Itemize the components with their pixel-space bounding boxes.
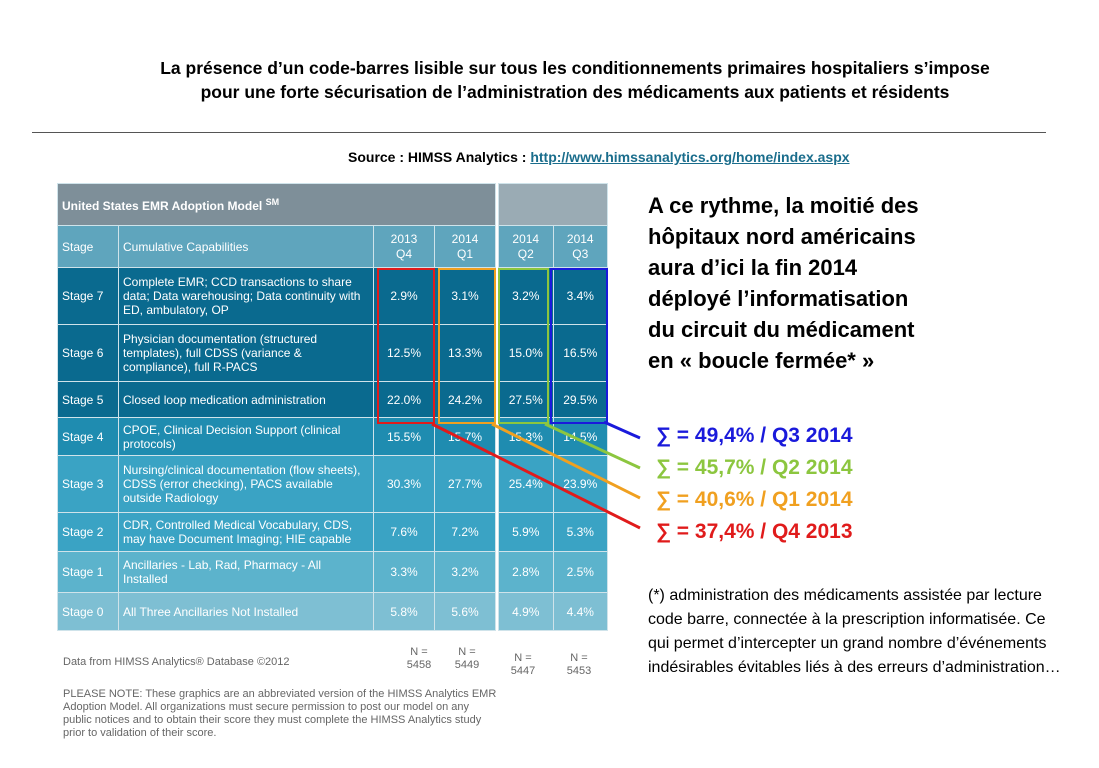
title-line-2: pour une forte sécurisation de l’adminis… [200,82,950,102]
value-q2-2014: 27.5% [498,381,554,418]
value-q4-2013: 2.9% [373,267,435,325]
headline-line: hôpitaux nord américains [648,224,916,249]
extension-title-row [498,183,608,226]
table-row: 3.2% 3.4% [498,267,608,325]
value-q3-2014: 29.5% [552,381,608,418]
table-row: Stage 4 CPOE, Clinical Decision Support (… [57,417,496,456]
value-q2-2014: 15.0% [498,324,554,382]
extension-header-row: 2014 Q2 2014 Q3 [498,225,608,268]
table-row: 2.8% 2.5% [498,551,608,593]
value-q3-2014: 2.5% [552,551,608,593]
connector-q4 [431,422,641,530]
highlight-box-q2-2014 [498,268,549,424]
table-row: 25.4% 23.9% [498,455,608,513]
title-line-1: La présence d’un code-barres lisible sur… [160,58,990,78]
stage-cell: Stage 0 [57,592,119,631]
value-q3-2014: 5.3% [552,512,608,552]
table-row: Stage 1 Ancillaries - Lab, Rad, Pharmacy … [57,551,496,593]
value-q2-2014: 3.2% [498,267,554,325]
stage-cell: Stage 1 [57,551,119,593]
source-link[interactable]: http://www.himssanalytics.org/home/index… [530,149,850,165]
source-line: Source : HIMSS Analytics : http://www.hi… [348,149,850,165]
value-q1-2014: 3.2% [434,551,496,593]
col-q3-2014-header: 2014 Q3 [552,225,608,268]
connector-q3 [603,420,641,440]
highlight-box-q4-2013 [377,268,435,424]
value-q2-2014: 4.9% [498,592,554,631]
sum-q3-2014: ∑ = 49,4% / Q3 2014 [656,424,853,447]
n-q2-2014: N = 5447 [510,652,536,677]
stage-cell: Stage 7 [57,267,119,325]
table-row: Stage 6 Physician documentation (structur… [57,324,496,382]
table-row: Stage 7 Complete EMR; CCD transactions to… [57,267,496,325]
source-label: Source : HIMSS Analytics : [348,149,531,165]
headline-line: du circuit du médicament [648,317,915,342]
headline-line: aura d’ici la fin 2014 [648,255,858,280]
n-q1-2014: N = 5449 [454,646,480,671]
value-q2-2014: 2.8% [498,551,554,593]
sum-q2-2014: ∑ = 45,7% / Q2 2014 [656,456,853,479]
please-note: PLEASE NOTE: These graphics are an abbre… [63,688,497,739]
value-q3-2014: 4.4% [552,592,608,631]
capabilities-cell: Ancillaries - Lab, Rad, Pharmacy - All I… [118,551,374,593]
divider [32,132,1046,133]
emr-adoption-table: United States EMR Adoption Model SM Stag… [57,183,496,631]
capabilities-cell: CPOE, Clinical Decision Support (clinica… [118,417,374,456]
col-capabilities-header: Cumulative Capabilities [118,225,374,268]
table-row: 5.9% 5.3% [498,512,608,552]
value-q4-2013: 30.3% [373,455,435,513]
page-title: La présence d’un code-barres lisible sur… [60,56,1090,104]
table-row: 27.5% 29.5% [498,381,608,418]
table-title: United States EMR Adoption Model SM [57,183,496,226]
table-row: 4.9% 4.4% [498,592,608,631]
value-q2-2014: 5.9% [498,512,554,552]
highlight-box-q1-2014 [438,268,496,424]
value-q1-2014: 24.2% [434,381,496,418]
stage-cell: Stage 3 [57,455,119,513]
stage-cell: Stage 6 [57,324,119,382]
table-row: Stage 0 All Three Ancillaries Not Install… [57,592,496,631]
capabilities-cell: All Three Ancillaries Not Installed [118,592,374,631]
n-q4-2013: N = 5458 [406,646,432,671]
sum-q1-2014: ∑ = 40,6% / Q1 2014 [656,488,853,511]
value-q4-2013: 7.6% [373,512,435,552]
table-row: Stage 5 Closed loop medication administra… [57,381,496,418]
sum-q4-2013: ∑ = 37,4% / Q4 2013 [656,520,853,543]
highlight-box-q3-2014 [550,268,608,424]
col-stage-header: Stage [57,225,119,268]
table-row: 15.0% 16.5% [498,324,608,382]
capabilities-cell: Complete EMR; CCD transactions to share … [118,267,374,325]
table-row: Stage 3 Nursing/clinical documentation (f… [57,455,496,513]
capabilities-cell: Physician documentation (structured temp… [118,324,374,382]
connector-q1 [491,422,641,500]
capabilities-cell: CDR, Controlled Medical Vocabulary, CDS,… [118,512,374,552]
value-q1-2014: 3.1% [434,267,496,325]
n-q3-2014: N = 5453 [566,652,592,677]
headline-line: en « boucle fermée* » [648,348,875,373]
headline: A ce rythme, la moitié des hôpitaux nord… [648,190,1078,376]
table-title-row: United States EMR Adoption Model SM [57,183,496,226]
table-header-row: Stage Cumulative Capabilities 2013 Q4 201… [57,225,496,268]
value-q4-2013: 22.0% [373,381,435,418]
value-q4-2013: 12.5% [373,324,435,382]
value-q3-2014: 16.5% [552,324,608,382]
value-q1-2014: 5.6% [434,592,496,631]
value-q2-2014: 25.4% [498,455,554,513]
headline-line: déployé l’informatisation [648,286,909,311]
value-q4-2013: 5.8% [373,592,435,631]
value-q3-2014: 3.4% [552,267,608,325]
data-source-note: Data from HIMSS Analytics® Database ©201… [63,656,290,668]
headline-line: A ce rythme, la moitié des [648,193,919,218]
connector-q2 [544,422,641,470]
col-q1-2014-header: 2014 Q1 [434,225,496,268]
value-q4-2013: 3.3% [373,551,435,593]
footnote: (*) administration des médicaments assis… [648,587,1061,676]
